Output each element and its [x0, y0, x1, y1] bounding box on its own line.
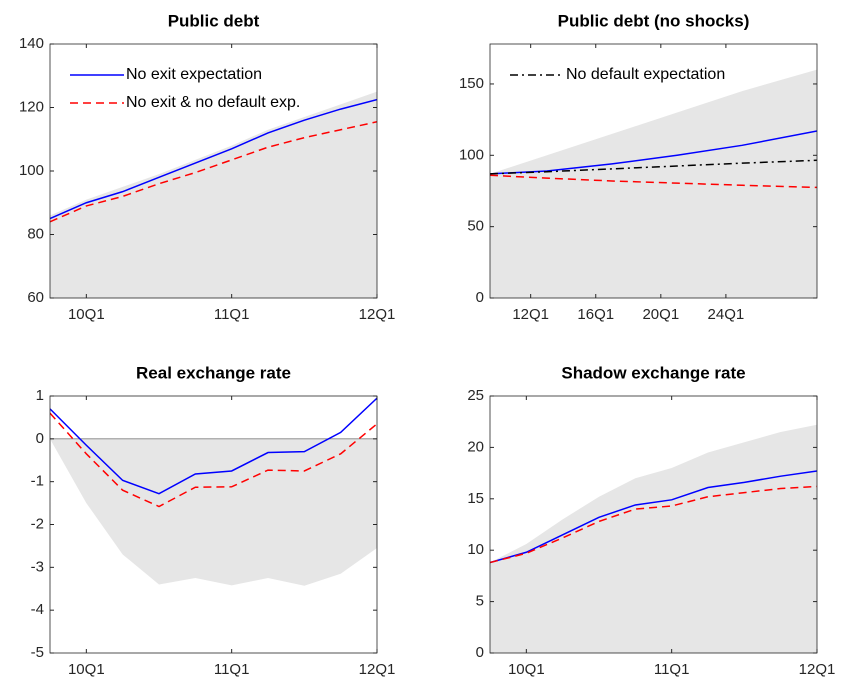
y-tick-label: 60	[27, 289, 44, 306]
confidence-band	[50, 91, 377, 298]
series-line	[490, 470, 817, 564]
panel: Shadow exchange rate 0 5 10 15 20 25 10Q1 11Q1 12…	[467, 363, 835, 677]
series-line	[50, 397, 377, 495]
series-line	[490, 174, 817, 189]
panel: Public debt No exit expectation No exit & …	[19, 11, 395, 322]
x-tick-label: 24Q1	[708, 306, 745, 323]
y-tick-label: 20	[467, 438, 484, 455]
x-tick-label: 20Q1	[642, 306, 679, 323]
y-tick-label: 1	[36, 387, 44, 404]
series-line	[50, 412, 377, 508]
chart-title: Public debt	[168, 11, 260, 30]
y-tick-label: -4	[31, 601, 44, 618]
chart-title: Shadow exchange rate	[561, 363, 745, 382]
y-tick-label: 0	[476, 644, 484, 661]
confidence-band	[490, 424, 817, 653]
y-tick-label: 15	[467, 490, 484, 507]
y-tick-label: 0	[476, 289, 484, 306]
axes-box	[489, 395, 818, 654]
y-tick-label: -2	[31, 515, 44, 532]
series-line	[490, 130, 817, 175]
y-tick-label: 5	[476, 593, 484, 610]
y-tick-label: 25	[467, 387, 484, 404]
chart-title: Real exchange rate	[136, 363, 291, 382]
axes-box	[489, 43, 818, 299]
x-tick-label: 12Q1	[512, 306, 549, 323]
x-tick-label: 11Q1	[214, 661, 250, 678]
y-tick-label: 120	[19, 98, 44, 115]
x-tick-label: 11Q1	[214, 306, 250, 323]
chart-title: Public debt (no shocks)	[558, 11, 750, 30]
x-tick-label: 12Q1	[359, 306, 396, 323]
y-tick-label: 140	[19, 35, 44, 52]
series-line	[490, 485, 817, 564]
y-tick-label: -1	[31, 473, 44, 490]
y-tick-label: 150	[459, 75, 484, 92]
y-tick-label: 0	[36, 430, 44, 447]
x-tick-label: 12Q1	[799, 661, 836, 678]
series-line	[50, 121, 377, 223]
y-tick-label: 10	[467, 541, 484, 558]
y-tick-label: 100	[19, 162, 44, 179]
legend-label: No exit expectation	[126, 66, 262, 83]
y-tick-label: -3	[31, 558, 44, 575]
confidence-band	[50, 438, 377, 586]
series-line	[50, 98, 377, 220]
y-tick-label: 100	[459, 146, 484, 163]
legend-label: No exit & no default exp.	[126, 94, 300, 111]
x-tick-label: 16Q1	[577, 306, 614, 323]
x-tick-label: 12Q1	[359, 661, 396, 678]
panel: Real exchange rate -5 -4 -3 -2 -1 0 1 10Q1 11Q1 12…	[31, 363, 396, 677]
y-tick-label: -5	[31, 644, 44, 661]
y-tick-label: 50	[467, 218, 484, 235]
x-tick-label: 10Q1	[68, 306, 105, 323]
x-tick-label: 10Q1	[68, 661, 105, 678]
x-tick-label: 11Q1	[654, 661, 690, 678]
y-tick-label: 80	[27, 225, 44, 242]
x-tick-label: 10Q1	[508, 661, 545, 678]
panel: Public debt (no shocks) No default expect…	[459, 11, 818, 323]
legend-label: No default expectation	[566, 66, 725, 83]
confidence-band	[490, 69, 817, 298]
series-line	[490, 159, 817, 175]
